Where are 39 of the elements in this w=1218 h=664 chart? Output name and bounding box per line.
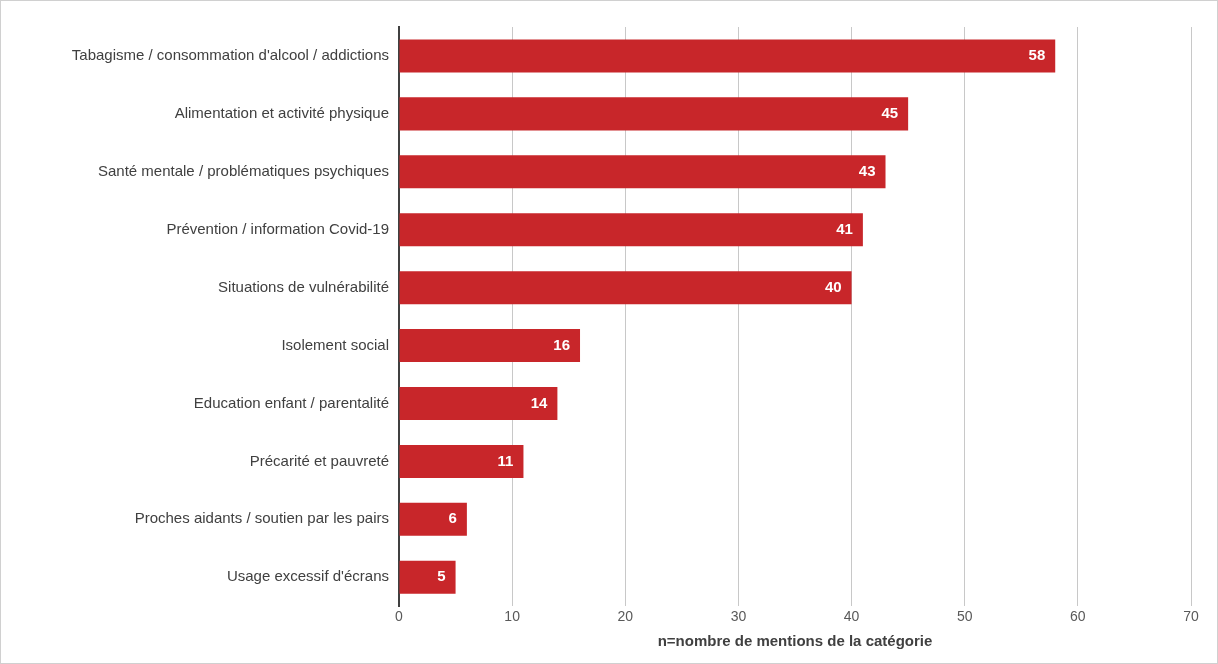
bar: [399, 97, 909, 131]
bar: [399, 329, 581, 363]
x-axis-title: n=nombre de mentions de la catégorie: [657, 632, 933, 650]
bar: [399, 271, 852, 305]
x-tick-label: 0: [395, 608, 404, 625]
data-label: 45: [881, 104, 899, 122]
x-tick-label: 10: [504, 608, 521, 625]
y-tick-label: Précarité et pauvreté: [249, 451, 389, 469]
x-tick-label: 50: [956, 608, 973, 625]
y-tick-label: Education enfant / parentalité: [193, 393, 389, 411]
bar: [399, 502, 467, 536]
data-label: 5: [437, 567, 446, 585]
y-tick-label: Prévention / information Covid-19: [166, 219, 389, 237]
bar: [399, 386, 558, 420]
data-label: 14: [530, 393, 549, 411]
data-label: 41: [836, 219, 853, 237]
y-tick-label: Situations de vulnérabilité: [218, 277, 389, 295]
y-tick-label: Isolement social: [281, 335, 389, 353]
bar: [399, 560, 456, 594]
data-label: 40: [824, 277, 842, 295]
y-tick-label: Usage excessif d'écrans: [226, 567, 389, 585]
data-label: 11: [497, 451, 514, 469]
x-tick-label: 70: [1183, 608, 1199, 625]
x-tick-label: 60: [1070, 608, 1086, 625]
data-label: 6: [448, 509, 457, 527]
x-tick-label: 40: [843, 608, 860, 625]
data-label: 16: [553, 335, 571, 353]
data-label: 58: [1028, 46, 1046, 64]
x-tick-label: 20: [617, 608, 634, 625]
bar: [399, 213, 863, 247]
y-tick-label: Santé mentale / problématiques psychiques: [97, 161, 389, 179]
bar: [399, 444, 524, 478]
y-tick-label: Proches aidants / soutien par les pairs: [134, 509, 389, 527]
x-tick-label: 30: [730, 608, 747, 625]
data-label: 43: [858, 161, 876, 179]
bar: [399, 155, 886, 189]
bar: [399, 39, 1056, 73]
y-tick-label: Tabagisme / consommation d'alcool / addictions: [71, 46, 389, 64]
y-tick-label: Alimentation et activité physique: [174, 104, 389, 122]
